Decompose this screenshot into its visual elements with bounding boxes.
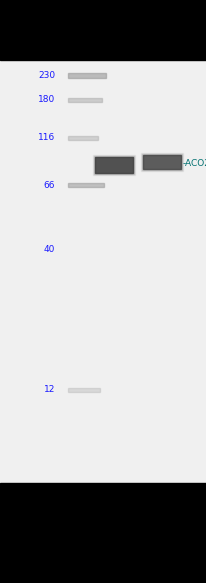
- Bar: [142, 154, 182, 170]
- Bar: [0, 0, 206, 60]
- Bar: [142, 154, 182, 170]
- Text: 116: 116: [38, 134, 55, 142]
- Text: -ACO2: -ACO2: [183, 159, 206, 167]
- Bar: [0, 60, 206, 483]
- Bar: [68, 388, 100, 392]
- Bar: [68, 98, 102, 102]
- Text: 66: 66: [43, 181, 55, 189]
- Bar: [0, 483, 206, 583]
- Text: 180: 180: [38, 96, 55, 104]
- Bar: [68, 183, 104, 187]
- Bar: [94, 156, 134, 174]
- Bar: [94, 156, 134, 174]
- Bar: [141, 153, 183, 171]
- Bar: [95, 157, 133, 173]
- Text: 40: 40: [44, 245, 55, 255]
- Text: 12: 12: [44, 385, 55, 395]
- Bar: [68, 72, 106, 78]
- Bar: [93, 155, 135, 175]
- Bar: [68, 136, 98, 140]
- Text: 230: 230: [38, 71, 55, 79]
- Bar: [143, 155, 181, 169]
